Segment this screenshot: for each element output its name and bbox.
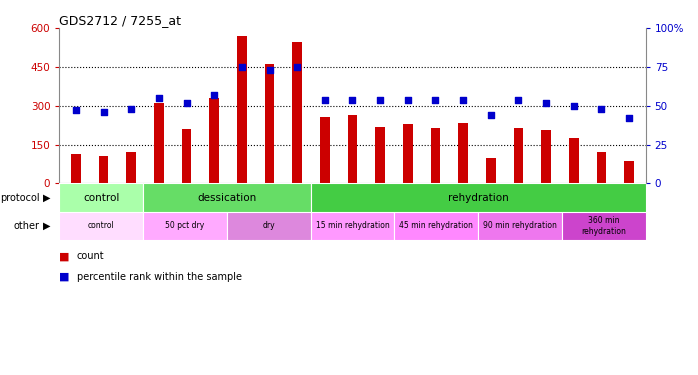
Text: 15 min rehydration: 15 min rehydration [315,221,389,230]
Bar [311,212,394,240]
Bar [348,115,357,183]
Text: ▶: ▶ [43,193,50,202]
Text: ▶: ▶ [43,221,50,231]
Bar [403,124,413,183]
Point [264,67,275,73]
Text: dessication: dessication [198,193,256,202]
Bar [431,128,440,183]
Point [513,97,524,103]
Bar [478,212,562,240]
Bar [181,129,191,183]
Bar [227,212,311,240]
Bar [126,152,136,183]
Bar [237,36,246,183]
Text: protocol: protocol [0,193,40,202]
Point [70,108,82,114]
Bar [569,138,579,183]
Text: rehydration: rehydration [447,193,509,202]
Text: control: control [83,193,119,202]
Bar [71,154,81,183]
Point [181,100,192,106]
Bar [514,128,524,183]
Point [154,95,165,101]
Bar [59,183,143,212]
Bar [376,126,385,183]
Point [540,100,551,106]
Point [485,112,496,118]
Point [347,97,358,103]
Bar [292,42,302,183]
Point [430,97,441,103]
Point [457,97,468,103]
Text: ■: ■ [59,272,70,282]
Text: other: other [14,221,40,231]
Bar [59,212,143,240]
Point [126,106,137,112]
Text: 45 min rehydration: 45 min rehydration [399,221,473,230]
Text: 360 min
rehydration: 360 min rehydration [581,216,626,236]
Text: 90 min rehydration: 90 min rehydration [483,221,557,230]
Point [209,92,220,98]
Bar [154,103,164,183]
Bar [624,162,634,183]
Point [623,115,634,121]
Point [319,97,330,103]
Text: dry: dry [262,221,275,230]
Bar [209,98,219,183]
Point [596,106,607,112]
Text: control: control [88,221,114,230]
Bar [541,130,551,183]
Bar [486,158,496,183]
Text: count: count [77,251,105,261]
Bar [98,156,108,183]
Bar [311,183,646,212]
Text: GDS2712 / 7255_at: GDS2712 / 7255_at [59,14,181,27]
Bar [320,117,329,183]
Point [292,64,303,70]
Point [237,64,248,70]
Bar [562,212,646,240]
Bar [597,152,607,183]
Bar [459,123,468,183]
Bar [265,64,274,183]
Bar [394,212,478,240]
Text: 50 pct dry: 50 pct dry [165,221,205,230]
Bar [143,212,227,240]
Text: ■: ■ [59,251,70,261]
Point [375,97,386,103]
Text: percentile rank within the sample: percentile rank within the sample [77,272,242,282]
Point [568,103,579,109]
Bar [143,183,311,212]
Point [402,97,413,103]
Point [98,109,109,115]
